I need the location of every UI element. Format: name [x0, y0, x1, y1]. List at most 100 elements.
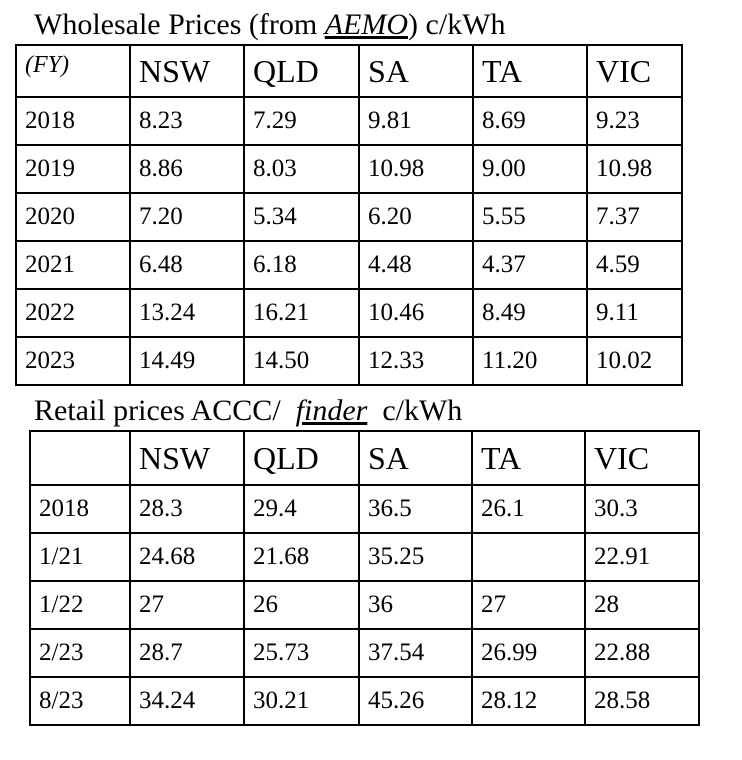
retail-row-label: 2/23: [29, 628, 131, 678]
retail-cell-ta: 28.12: [471, 676, 586, 726]
table-row: 2018 8.23 7.29 9.81 8.69 9.23: [15, 96, 683, 146]
table-row: 2020 7.20 5.34 6.20 5.55 7.37: [15, 192, 683, 242]
wholesale-column-header-vic: VIC: [586, 44, 683, 98]
retail-cell-vic: 28: [584, 580, 700, 630]
wholesale-column-header-sa: SA: [358, 44, 474, 98]
retail-title: Retail prices ACCC/ finder c/kWh: [34, 394, 462, 428]
table-row: 2018 28.3 29.4 36.5 26.1 30.3: [29, 484, 700, 534]
retail-cell-ta: [471, 532, 586, 582]
wholesale-cell-nsw: 14.49: [129, 336, 245, 386]
wholesale-title-suffix: ) c/kWh: [408, 8, 506, 41]
retail-cell-sa: 37.54: [358, 628, 473, 678]
retail-row-label: 2018: [29, 484, 131, 534]
wholesale-row-label: 2018: [15, 96, 131, 146]
wholesale-cell-nsw: 8.86: [129, 144, 245, 194]
wholesale-cell-nsw: 6.48: [129, 240, 245, 290]
retail-title-suffix: c/kWh: [367, 394, 463, 427]
wholesale-row-label: 2023: [15, 336, 131, 386]
table-row: 1/21 24.68 21.68 35.25 22.91: [29, 532, 700, 582]
wholesale-cell-sa: 10.46: [358, 288, 474, 338]
retail-cell-vic: 22.88: [584, 628, 700, 678]
retail-column-header-nsw: NSW: [129, 430, 245, 486]
wholesale-title: Wholesale Prices (from AEMO) c/kWh: [34, 8, 506, 42]
wholesale-cell-sa: 10.98: [358, 144, 474, 194]
wholesale-cell-sa: 6.20: [358, 192, 474, 242]
wholesale-cell-nsw: 13.24: [129, 288, 245, 338]
wholesale-cell-vic: 7.37: [586, 192, 683, 242]
retail-header-row: NSW QLD SA TA VIC: [29, 430, 700, 486]
wholesale-cell-sa: 12.33: [358, 336, 474, 386]
wholesale-title-prefix: Wholesale Prices (from: [34, 8, 325, 41]
wholesale-cell-nsw: 8.23: [129, 96, 245, 146]
table-row: 2022 13.24 16.21 10.46 8.49 9.11: [15, 288, 683, 338]
wholesale-header-row: (FY) NSW QLD SA TA VIC: [15, 44, 683, 98]
wholesale-cell-vic: 10.02: [586, 336, 683, 386]
table-row: 8/23 34.24 30.21 45.26 28.12 28.58: [29, 676, 700, 726]
retail-cell-sa: 36.5: [358, 484, 473, 534]
wholesale-column-header-nsw: NSW: [129, 44, 245, 98]
wholesale-cell-qld: 6.18: [243, 240, 360, 290]
wholesale-row-label: 2019: [15, 144, 131, 194]
retail-corner-label: [29, 430, 131, 486]
retail-row-label: 8/23: [29, 676, 131, 726]
wholesale-cell-qld: 14.50: [243, 336, 360, 386]
wholesale-cell-vic: 9.23: [586, 96, 683, 146]
wholesale-cell-sa: 4.48: [358, 240, 474, 290]
retail-column-header-ta: TA: [471, 430, 586, 486]
retail-cell-ta: 27: [471, 580, 586, 630]
wholesale-cell-qld: 7.29: [243, 96, 360, 146]
retail-cell-ta: 26.1: [471, 484, 586, 534]
wholesale-cell-ta: 8.49: [472, 288, 588, 338]
table-row: 2/23 28.7 25.73 37.54 26.99 22.88: [29, 628, 700, 678]
retail-cell-qld: 25.73: [243, 628, 360, 678]
retail-cell-nsw: 34.24: [129, 676, 245, 726]
wholesale-cell-ta: 9.00: [472, 144, 588, 194]
wholesale-row-label: 2022: [15, 288, 131, 338]
wholesale-cell-nsw: 7.20: [129, 192, 245, 242]
wholesale-cell-qld: 5.34: [243, 192, 360, 242]
retail-cell-sa: 45.26: [358, 676, 473, 726]
retail-row-label: 1/22: [29, 580, 131, 630]
retail-cell-vic: 28.58: [584, 676, 700, 726]
retail-cell-nsw: 27: [129, 580, 245, 630]
retail-cell-qld: 26: [243, 580, 360, 630]
retail-column-header-sa: SA: [358, 430, 473, 486]
table-row: 2021 6.48 6.18 4.48 4.37 4.59: [15, 240, 683, 290]
retail-cell-nsw: 24.68: [129, 532, 245, 582]
retail-cell-vic: 30.3: [584, 484, 700, 534]
wholesale-row-label: 2020: [15, 192, 131, 242]
retail-column-header-qld: QLD: [243, 430, 360, 486]
wholesale-price-table: (FY) NSW QLD SA TA VIC 2018 8.23 7.29 9.81 8.69 9.2…: [15, 44, 683, 386]
retail-cell-qld: 30.21: [243, 676, 360, 726]
wholesale-corner-label: (FY): [15, 44, 131, 98]
wholesale-column-header-qld: QLD: [243, 44, 360, 98]
retail-cell-qld: 29.4: [243, 484, 360, 534]
table-row: 2023 14.49 14.50 12.33 11.20 10.02: [15, 336, 683, 386]
table-row: 1/22 27 26 36 27 28: [29, 580, 700, 630]
wholesale-column-header-ta: TA: [472, 44, 588, 98]
wholesale-cell-ta: 5.55: [472, 192, 588, 242]
retail-cell-ta: 26.99: [471, 628, 586, 678]
wholesale-cell-ta: 8.69: [472, 96, 588, 146]
wholesale-row-label: 2021: [15, 240, 131, 290]
wholesale-cell-qld: 8.03: [243, 144, 360, 194]
wholesale-cell-vic: 9.11: [586, 288, 683, 338]
wholesale-cell-sa: 9.81: [358, 96, 474, 146]
retail-cell-sa: 35.25: [358, 532, 473, 582]
retail-row-label: 1/21: [29, 532, 131, 582]
retail-cell-vic: 22.91: [584, 532, 700, 582]
retail-title-prefix: Retail prices ACCC/: [34, 394, 296, 427]
retail-column-header-vic: VIC: [584, 430, 700, 486]
wholesale-title-source: AEMO: [324, 8, 409, 41]
retail-cell-qld: 21.68: [243, 532, 360, 582]
wholesale-cell-ta: 11.20: [472, 336, 588, 386]
retail-price-table: NSW QLD SA TA VIC 2018 28.3 29.4 36.5 26.1 30.3 1/2…: [29, 430, 700, 726]
retail-title-source: finder: [295, 394, 368, 427]
wholesale-cell-vic: 4.59: [586, 240, 683, 290]
retail-cell-nsw: 28.7: [129, 628, 245, 678]
retail-cell-sa: 36: [358, 580, 473, 630]
retail-cell-nsw: 28.3: [129, 484, 245, 534]
wholesale-cell-qld: 16.21: [243, 288, 360, 338]
wholesale-cell-vic: 10.98: [586, 144, 683, 194]
wholesale-cell-ta: 4.37: [472, 240, 588, 290]
